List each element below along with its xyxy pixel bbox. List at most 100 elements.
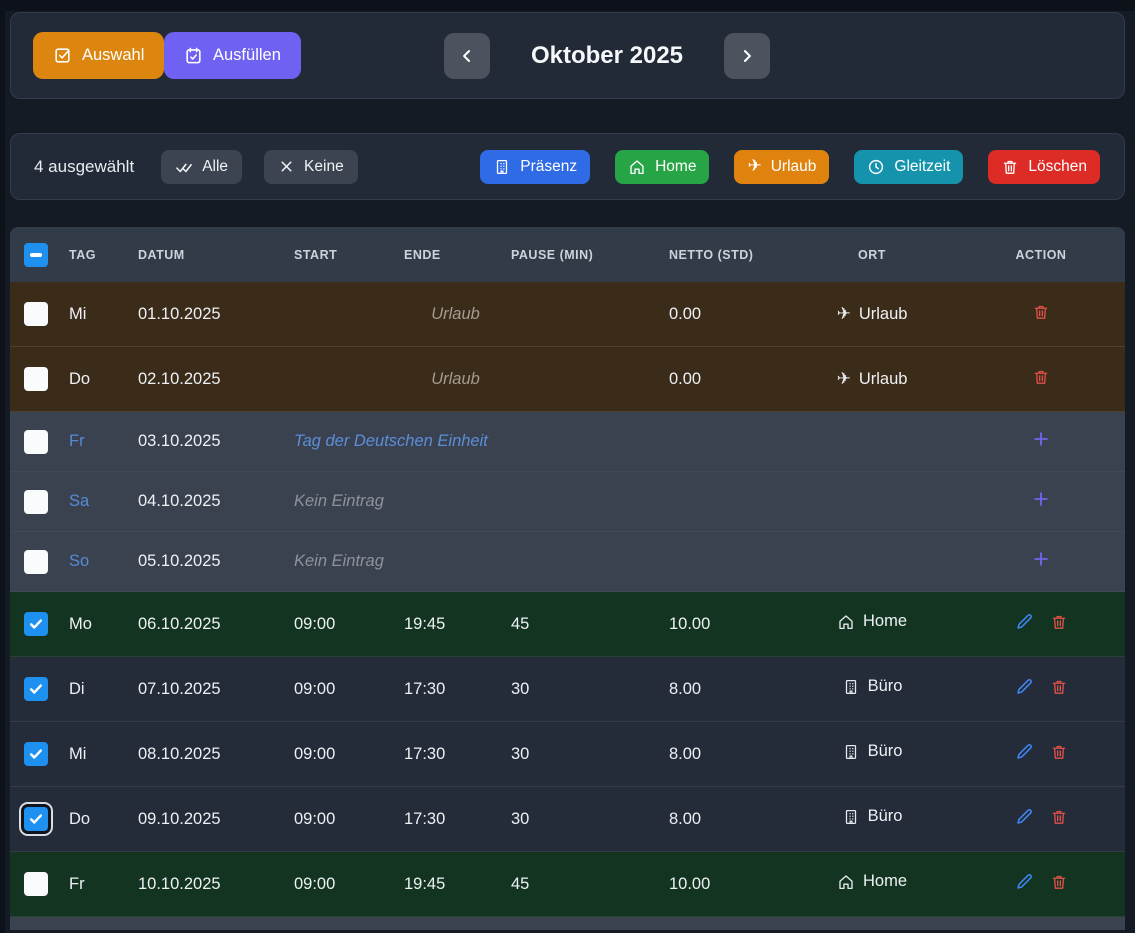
pause-cell: 45 (509, 852, 667, 917)
calendar-check-icon (184, 46, 203, 65)
row-checkbox[interactable] (24, 872, 48, 896)
delete-button[interactable] (1032, 368, 1050, 386)
add-entry-button[interactable] (1031, 489, 1051, 509)
month-title: Oktober 2025 (530, 42, 684, 69)
col-start: START (292, 227, 402, 282)
trash-icon (1050, 743, 1068, 761)
row-actions (1031, 549, 1051, 569)
row-checkbox[interactable] (24, 302, 48, 326)
partial-row (10, 917, 1125, 930)
ort-value: Home (837, 612, 907, 631)
ort-cell: ✈ Urlaub (787, 282, 957, 347)
pause-cell (509, 347, 667, 412)
note-cell: Tag der Deutschen Einheit (292, 412, 787, 472)
trash-icon (1050, 678, 1068, 696)
ausfuellen-label: Ausfüllen (213, 46, 281, 64)
loeschen-button[interactable]: Löschen (988, 149, 1100, 184)
trash-icon (1001, 158, 1019, 176)
row-checkbox[interactable] (24, 807, 48, 831)
building-icon (842, 743, 860, 761)
urlaub-button[interactable]: ✈ Urlaub (734, 149, 830, 184)
action-cell (957, 787, 1125, 852)
end-cell: 17:30 (402, 787, 509, 852)
row-checkbox[interactable] (24, 367, 48, 391)
edit-button[interactable] (1015, 612, 1034, 631)
col-action: ACTION (957, 227, 1125, 282)
pencil-icon (1015, 677, 1034, 696)
gleitzeit-button[interactable]: Gleitzeit (854, 149, 964, 184)
next-month-button[interactable] (724, 33, 770, 79)
home-button[interactable]: Home (615, 149, 710, 184)
check-square-icon (53, 46, 72, 65)
add-entry-button[interactable] (1031, 549, 1051, 569)
ort-label: Home (862, 872, 907, 891)
select-none-label: Keine (304, 157, 344, 175)
checkbox-cell (10, 472, 67, 532)
plane-icon: ✈ (836, 368, 851, 389)
edit-button[interactable] (1015, 742, 1034, 761)
gleitzeit-label: Gleitzeit (894, 157, 951, 175)
clock-icon (867, 158, 885, 176)
day-cell: Mo (67, 592, 136, 657)
add-entry-button[interactable] (1031, 429, 1051, 449)
col-tag: TAG (67, 227, 136, 282)
delete-button[interactable] (1032, 303, 1050, 321)
select-all-button[interactable]: Alle (161, 149, 243, 184)
netto-cell: 8.00 (667, 722, 787, 787)
day-cell: Di (67, 657, 136, 722)
edit-button[interactable] (1015, 677, 1034, 696)
row-checkbox[interactable] (24, 677, 48, 701)
start-cell: 09:00 (292, 592, 402, 657)
ort-cell (787, 412, 957, 472)
plus-icon (1031, 549, 1051, 569)
select-all-checkbox[interactable] (24, 242, 48, 267)
table-row: Do 02.10.2025 Urlaub 0.00 ✈ Urlaub (10, 347, 1125, 412)
note-cell: Urlaub (402, 347, 509, 412)
building-icon (493, 158, 511, 176)
row-checkbox[interactable] (24, 549, 48, 574)
delete-button[interactable] (1050, 808, 1068, 826)
table-row: Mo 06.10.2025 09:00 19:45 45 10.00 Home (10, 592, 1125, 657)
row-actions (1031, 489, 1051, 509)
ort-value: Home (837, 872, 907, 891)
home-icon (628, 158, 646, 176)
table-row: Fr 03.10.2025 Tag der Deutschen Einheit (10, 412, 1125, 472)
action-cell (957, 852, 1125, 917)
date-cell: 07.10.2025 (136, 657, 292, 722)
praesenz-button[interactable]: Präsenz (480, 149, 591, 184)
start-cell: 09:00 (292, 852, 402, 917)
delete-button[interactable] (1050, 873, 1068, 891)
row-actions (1015, 612, 1068, 631)
start-cell (292, 282, 402, 347)
netto-cell: 10.00 (667, 592, 787, 657)
row-checkbox[interactable] (24, 742, 48, 766)
delete-button[interactable] (1050, 678, 1068, 696)
row-checkbox[interactable] (24, 612, 48, 636)
prev-month-button[interactable] (444, 33, 490, 79)
trash-icon (1050, 613, 1068, 631)
action-cell (957, 347, 1125, 412)
ausfuellen-button[interactable]: Ausfüllen (164, 32, 301, 79)
pause-cell (509, 282, 667, 347)
trash-icon (1050, 808, 1068, 826)
row-checkbox[interactable] (24, 429, 48, 454)
ort-label: Home (862, 612, 907, 631)
plus-icon (1031, 429, 1051, 449)
building-icon (842, 678, 860, 696)
delete-button[interactable] (1050, 613, 1068, 631)
ort-cell (787, 532, 957, 592)
checkbox-cell (10, 347, 67, 412)
edit-button[interactable] (1015, 807, 1034, 826)
pencil-icon (1015, 872, 1034, 891)
col-pause: PAUSE (MIN) (509, 227, 667, 282)
pencil-icon (1015, 612, 1034, 631)
auswahl-button[interactable]: Auswahl (33, 32, 165, 79)
delete-button[interactable] (1050, 743, 1068, 761)
edit-button[interactable] (1015, 872, 1034, 891)
row-checkbox[interactable] (24, 489, 48, 514)
select-none-button[interactable]: Keine (264, 149, 358, 184)
table-row: Fr 10.10.2025 09:00 19:45 45 10.00 Home (10, 852, 1125, 917)
ort-value: Büro (842, 742, 902, 761)
trash-icon (1032, 368, 1050, 386)
date-cell: 05.10.2025 (136, 532, 292, 592)
